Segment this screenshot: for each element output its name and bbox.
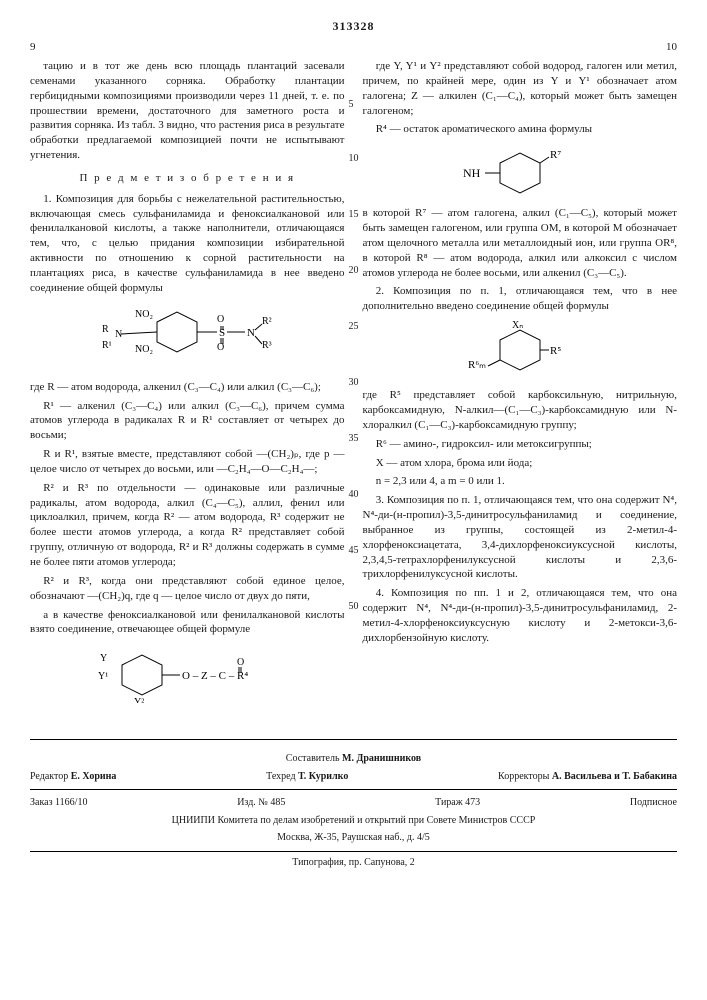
tirazh: Тираж 473 — [435, 796, 480, 810]
svg-text:R⁷: R⁷ — [550, 149, 561, 161]
corr-name: А. Васильева и Т. Бабакина — [552, 771, 677, 782]
formula-r5: Xₙ R⁵ R⁶ₘ — [363, 320, 678, 380]
page-num-right: 10 — [363, 40, 678, 55]
svg-text:S: S — [219, 327, 225, 339]
lineno: 10 — [349, 152, 359, 166]
svg-text:Y: Y — [100, 653, 107, 664]
section-title: П р е д м е т и з о б р е т е н и я — [30, 171, 345, 186]
svg-text:NO₂: NO₂ — [135, 344, 153, 355]
svg-text:R²: R² — [262, 316, 272, 327]
left-p1: тацию и в тот же день всю площадь планта… — [30, 59, 345, 163]
lineno: 40 — [349, 488, 359, 502]
right-p6: R⁶ — амино-, гидроксил- или метоксигрупп… — [363, 437, 678, 452]
svg-text:R: R — [102, 324, 109, 335]
tech-label: Техред — [266, 771, 295, 782]
formula-phenoxy: Y Y¹ Y² O – Z – C – R⁴ O — [30, 643, 345, 703]
right-p8: n = 2,3 или 4, а m = 0 или 1. — [363, 474, 678, 489]
lineno: 50 — [349, 600, 359, 614]
lineno: 35 — [349, 432, 359, 446]
formula-sulfanilamide: NO₂ NO₂ R N R¹ S O O N R² — [30, 302, 345, 372]
page-num-left: 9 — [30, 40, 345, 55]
org-addr: Москва, Ж-35, Раушская наб., д. 4/5 — [30, 831, 677, 845]
order-num: Заказ 1166/10 — [30, 796, 87, 810]
lineno: 45 — [349, 544, 359, 558]
column-left: 9 тацию и в тот же день всю площадь план… — [30, 40, 345, 711]
left-p4: R¹ — алкенил (C₃—C₄) или алкил (C₃—C₆), … — [30, 399, 345, 444]
lineno: 5 — [349, 98, 354, 112]
svg-text:O: O — [217, 314, 224, 325]
org-name: ЦНИИПИ Комитета по делам изобретений и о… — [30, 814, 677, 828]
compiler-label: Составитель — [286, 753, 340, 764]
svg-text:O: O — [237, 657, 244, 668]
left-p8: а в качестве феноксиалкановой или фенила… — [30, 608, 345, 638]
svg-text:N: N — [115, 329, 122, 340]
right-p3: в которой R⁷ — атом галогена, алкил (C₁—… — [363, 206, 678, 280]
svg-text:Y²: Y² — [134, 697, 144, 703]
typography: Типография, пр. Сапунова, 2 — [30, 851, 677, 870]
podpisnoe: Подписное — [630, 796, 677, 810]
footer-block: Составитель М. Дранишников Редактор Е. Х… — [30, 739, 677, 869]
formula-amine: NH R⁷ — [363, 143, 678, 198]
svg-text:R⁶ₘ: R⁶ₘ — [468, 359, 486, 371]
right-p10: 4. Композиция по пп. 1 и 2, отличающаяся… — [363, 586, 678, 645]
corr-label: Корректоры — [498, 771, 549, 782]
svg-text:R¹: R¹ — [102, 340, 112, 351]
svg-text:R³: R³ — [262, 340, 272, 351]
patent-number: 313328 — [30, 18, 677, 34]
lineno: 20 — [349, 264, 359, 278]
right-p1: где Y, Y¹ и Y² представляют собой водоро… — [363, 59, 678, 118]
svg-text:NO₂: NO₂ — [135, 309, 153, 320]
svg-text:O – Z – C – R⁴: O – Z – C – R⁴ — [182, 670, 248, 682]
column-right: 10 5 10 15 20 25 30 35 40 45 50 где Y, Y… — [363, 40, 678, 711]
left-p7: R² и R³, когда они представляют собой ед… — [30, 574, 345, 604]
right-p2: R⁴ — остаток ароматического амина формул… — [363, 122, 678, 137]
right-p5: где R⁵ представляет собой карбоксильную,… — [363, 388, 678, 433]
svg-text:R⁵: R⁵ — [550, 345, 561, 357]
editor-label: Редактор — [30, 771, 68, 782]
left-p6: R² и R³ по отдельности — одинаковые или … — [30, 481, 345, 570]
lineno: 15 — [349, 208, 359, 222]
left-p3: где R — атом водорода, алкенил (C₃—C₄) и… — [30, 380, 345, 395]
right-p7: X — атом хлора, брома или йода; — [363, 456, 678, 471]
right-p4: 2. Композиция по п. 1, отличающаяся тем,… — [363, 284, 678, 314]
svg-text:Y¹: Y¹ — [98, 671, 108, 682]
svg-text:N: N — [247, 327, 255, 339]
editor-name: Е. Хорина — [71, 771, 117, 782]
izd-num: Изд. № 485 — [237, 796, 285, 810]
lineno: 25 — [349, 320, 359, 334]
tech-name: Т. Курилко — [298, 771, 348, 782]
left-p2: 1. Композиция для борьбы с нежелательной… — [30, 192, 345, 296]
svg-text:Xₙ: Xₙ — [512, 320, 523, 331]
svg-text:NH: NH — [463, 166, 481, 180]
right-p9: 3. Композиция по п. 1, отличающаяся тем,… — [363, 493, 678, 582]
left-p5: R и R¹, взятые вместе, представляют собо… — [30, 447, 345, 477]
lineno: 30 — [349, 376, 359, 390]
compiler-name: М. Дранишников — [342, 753, 421, 764]
